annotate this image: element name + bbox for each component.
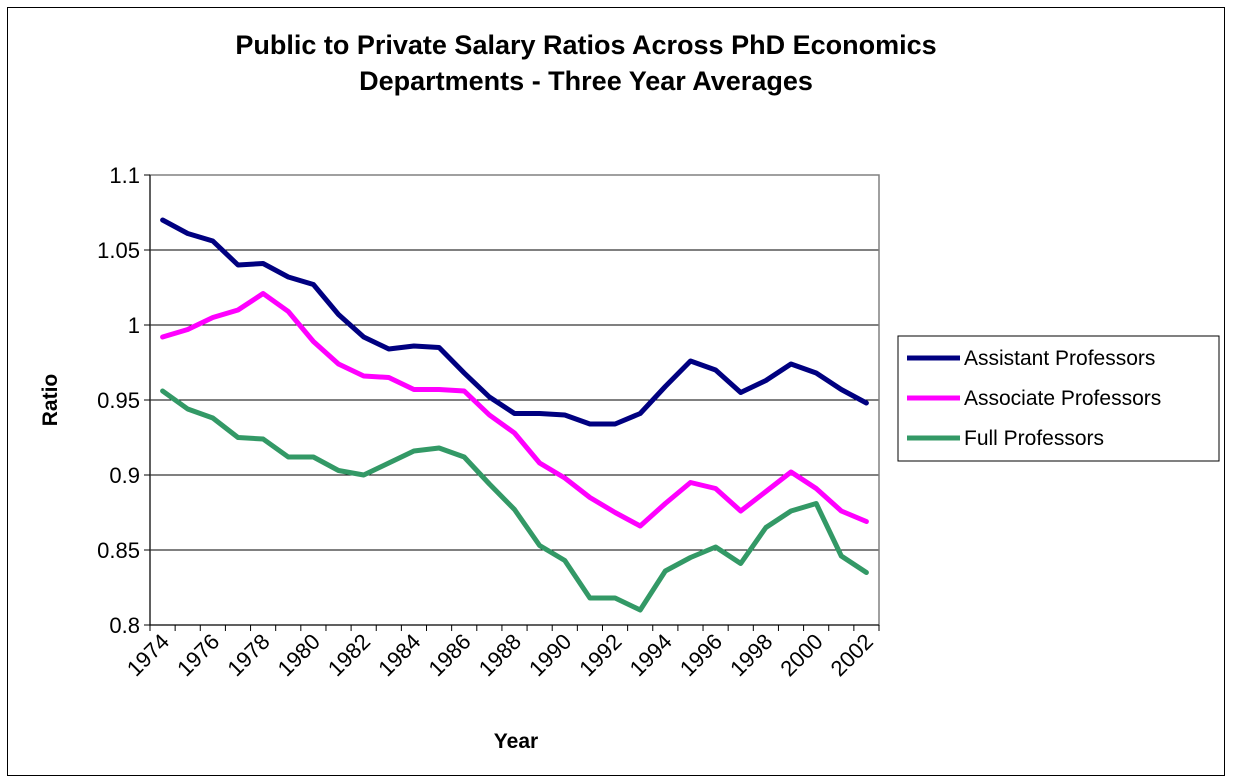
x-tick-label: 1992 [574, 629, 626, 681]
x-tick-label: 1976 [172, 629, 224, 681]
x-tick-label: 1978 [222, 629, 274, 681]
axes [144, 174, 880, 631]
x-tick-label: 1988 [474, 629, 526, 681]
x-tick-label: 1994 [625, 629, 677, 681]
x-tick-label: 1998 [725, 629, 777, 681]
legend-label: Associate Professors [964, 387, 1161, 410]
x-tick-label: 1984 [373, 629, 425, 681]
series-line [160, 291, 869, 529]
chart-title-line-1: Public to Private Salary Ratios Across P… [235, 30, 936, 60]
legend: Assistant Professors Associate Professors… [897, 335, 1220, 462]
x-tick-label: 2000 [775, 629, 827, 681]
y-tick-label: 0.85 [97, 538, 140, 563]
x-tick-label: 1982 [323, 629, 375, 681]
y-tick-label: 0.95 [97, 388, 140, 413]
x-tick-label: 1996 [675, 629, 727, 681]
gridlines [150, 174, 879, 551]
y-tick-label: 1.1 [109, 163, 140, 188]
x-tick-label: 1990 [524, 629, 576, 681]
x-tick-label: 1980 [273, 629, 325, 681]
x-tick-label: 2002 [826, 629, 878, 681]
y-axis-title: Ratio [39, 374, 62, 427]
y-tick-label: 1.05 [97, 238, 140, 263]
x-axis-title: Year [494, 730, 538, 753]
x-tick-labels: 1974197619781980198219841986198819901992… [122, 629, 878, 681]
legend-label: Assistant Professors [964, 347, 1155, 370]
series-line [160, 388, 869, 613]
series-line [160, 217, 869, 427]
x-tick-label: 1986 [423, 629, 475, 681]
y-tick-label: 0.9 [109, 463, 140, 488]
legend-label: Full Professors [964, 427, 1104, 450]
y-tick-label: 0.8 [109, 613, 140, 638]
y-tick-labels: 0.8 0.85 0.9 0.95 1 1.05 1.1 [97, 163, 140, 638]
chart-title-line-2: Departments - Three Year Averages [359, 66, 813, 96]
series-lines [160, 217, 869, 613]
y-tick-label: 1 [128, 313, 140, 338]
